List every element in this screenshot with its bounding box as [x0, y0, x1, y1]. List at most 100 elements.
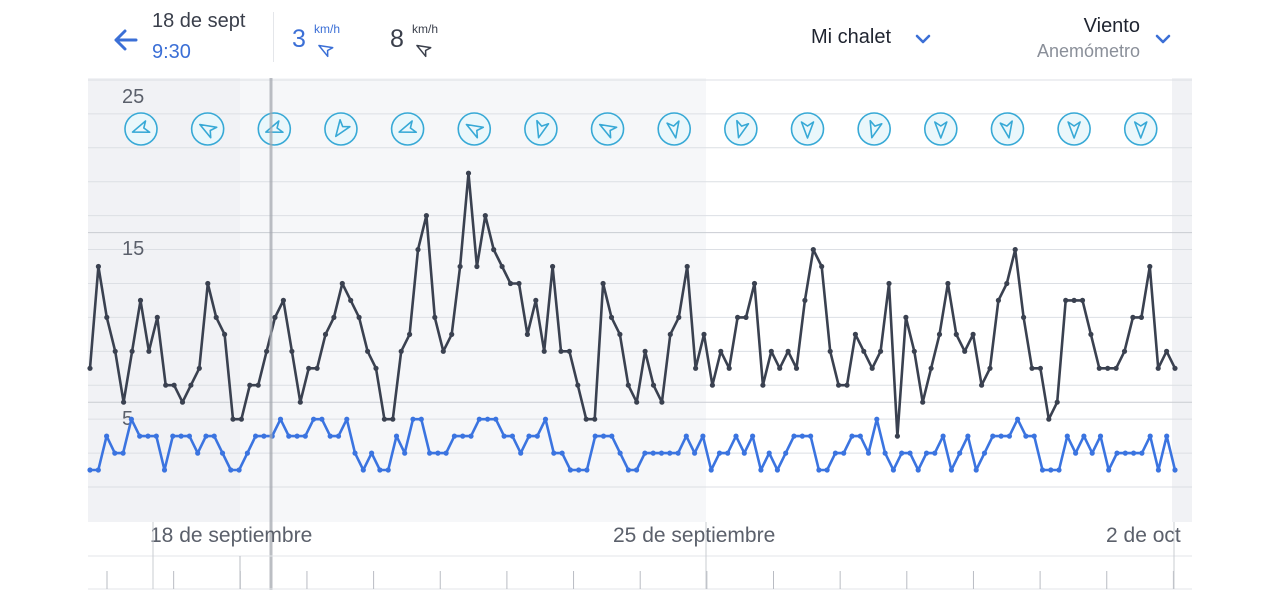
- data-point: [783, 450, 789, 456]
- data-point: [903, 314, 909, 320]
- data-point: [253, 433, 259, 439]
- data-point: [507, 280, 514, 287]
- data-point: [965, 433, 971, 439]
- wind-direction-marker: [857, 112, 891, 146]
- data-point: [518, 450, 524, 456]
- direction-circle: [724, 112, 758, 146]
- data-point: [137, 433, 143, 439]
- station-selector[interactable]: Mi chalet: [811, 26, 892, 48]
- data-point: [264, 348, 270, 354]
- data-point: [785, 348, 791, 354]
- data-point: [1130, 314, 1136, 320]
- wind-direction-marker: [190, 112, 225, 146]
- data-point: [874, 416, 880, 422]
- data-point: [928, 365, 934, 371]
- data-point: [255, 382, 261, 388]
- chevron-down-icon[interactable]: [1154, 32, 1172, 46]
- back-button[interactable]: [108, 22, 144, 58]
- wind-direction-arrow-icon: [736, 119, 750, 139]
- data-point: [716, 450, 723, 456]
- data-point: [625, 467, 632, 473]
- data-point: [443, 450, 449, 456]
- data-point: [923, 450, 930, 456]
- data-point: [170, 433, 176, 439]
- data-point: [684, 263, 690, 270]
- x-axis-date-label: 25 de septiembre: [613, 524, 775, 547]
- wind-direction-arrow-icon: [869, 119, 883, 139]
- data-point: [306, 365, 312, 371]
- data-point: [1121, 348, 1128, 354]
- data-point: [642, 450, 648, 456]
- data-point: [112, 348, 118, 354]
- data-point: [592, 433, 598, 439]
- data-point: [1081, 433, 1087, 439]
- direction-circle: [390, 112, 425, 146]
- data-point: [432, 314, 438, 320]
- data-point: [1155, 467, 1161, 473]
- data-point: [658, 450, 665, 456]
- data-point: [457, 263, 463, 270]
- sensor-selector[interactable]: Viento: [1083, 15, 1140, 37]
- data-point: [423, 213, 429, 219]
- data-point: [1054, 399, 1060, 405]
- data-point: [857, 433, 863, 439]
- data-point: [1012, 247, 1018, 253]
- data-point: [87, 467, 93, 473]
- data-point: [541, 348, 547, 354]
- data-point: [435, 450, 441, 456]
- wind-direction-arrow-icon: [265, 120, 284, 134]
- data-point: [1006, 433, 1013, 439]
- wind-direction-marker: [990, 112, 1025, 146]
- data-point: [205, 280, 211, 287]
- data-point: [1079, 297, 1086, 303]
- data-point: [188, 382, 194, 388]
- data-point: [247, 382, 253, 388]
- data-point: [482, 213, 488, 219]
- data-point: [369, 450, 375, 456]
- data-point: [1046, 416, 1052, 422]
- direction-circle: [124, 112, 158, 146]
- data-point: [145, 433, 151, 439]
- data-point: [766, 450, 772, 456]
- data-point: [339, 280, 345, 287]
- data-point: [1105, 365, 1111, 371]
- data-point: [878, 348, 884, 354]
- data-point: [953, 331, 959, 337]
- data-point: [222, 331, 228, 337]
- data-point: [1056, 467, 1062, 473]
- data-point: [474, 263, 480, 270]
- data-point: [534, 433, 540, 439]
- wind-direction-arrow-icon: [416, 44, 432, 58]
- data-point: [676, 314, 682, 320]
- data-point: [407, 331, 413, 337]
- data-point: [816, 467, 822, 473]
- data-point: [777, 365, 783, 371]
- data-point: [583, 416, 589, 422]
- data-point: [1172, 365, 1178, 371]
- data-point: [869, 365, 875, 371]
- data-point: [865, 450, 872, 456]
- data-point: [1172, 467, 1178, 473]
- chevron-down-icon[interactable]: [914, 32, 932, 46]
- data-point: [799, 433, 805, 439]
- data-point: [186, 433, 192, 439]
- direction-circle: [857, 112, 891, 146]
- data-point: [476, 416, 482, 422]
- data-point: [311, 416, 317, 422]
- data-point: [836, 382, 842, 388]
- data-point: [1023, 433, 1029, 439]
- data-point: [1037, 365, 1043, 371]
- data-point: [272, 314, 278, 320]
- data-point: [1088, 331, 1094, 337]
- data-point: [294, 433, 300, 439]
- data-point: [692, 450, 698, 456]
- data-point: [1106, 467, 1112, 473]
- data-point: [427, 450, 433, 456]
- data-point: [393, 433, 400, 439]
- data-point: [195, 450, 201, 456]
- data-point: [485, 416, 491, 422]
- data-point: [973, 467, 979, 473]
- data-point: [701, 331, 707, 337]
- data-point: [398, 348, 404, 354]
